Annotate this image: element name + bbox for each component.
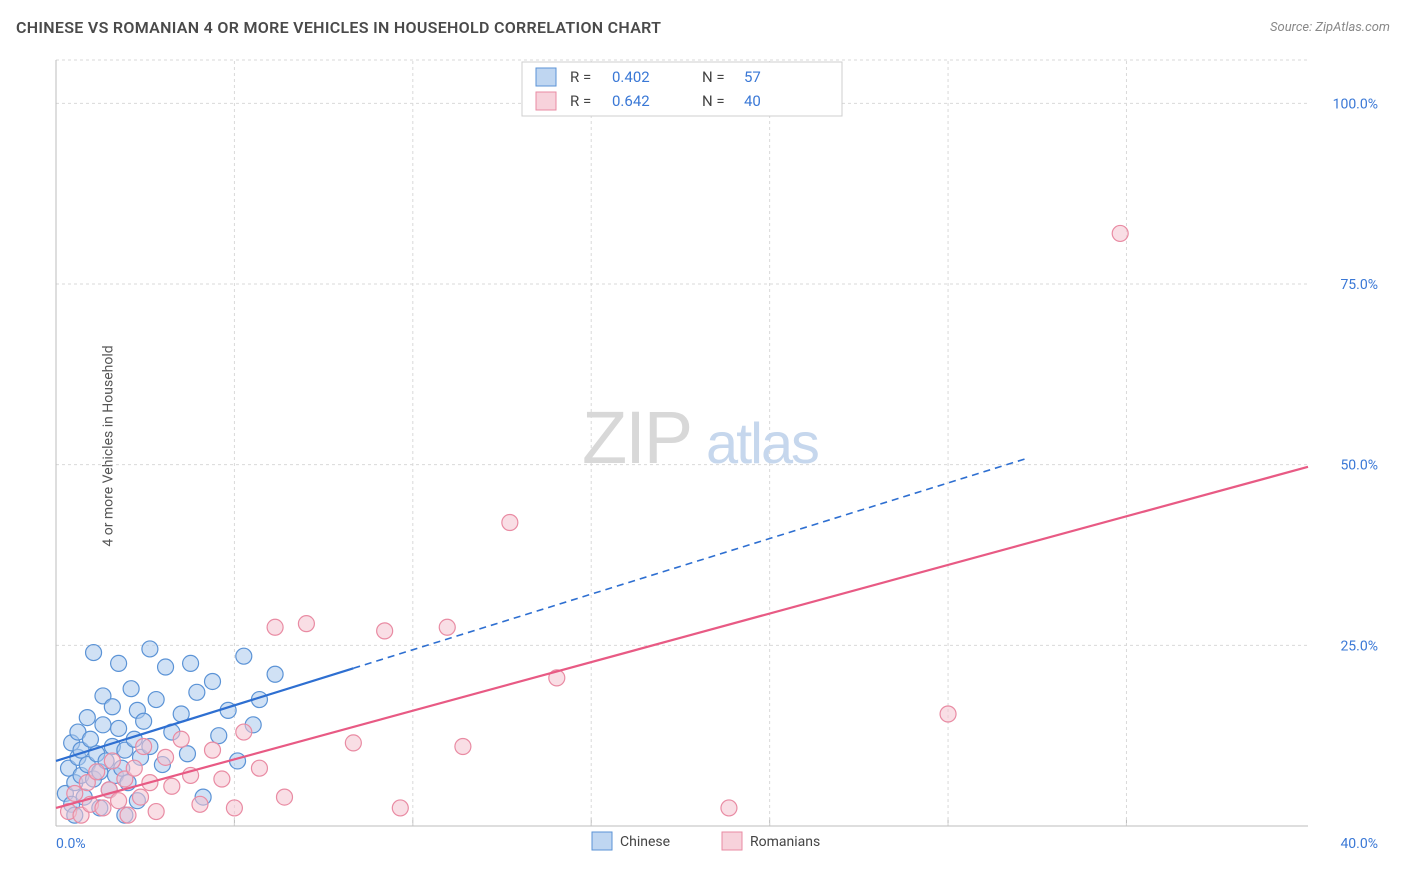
watermark-zip: ZIP [582,396,691,479]
y-tick-label: 75.0% [1340,277,1378,293]
y-tick-label: 25.0% [1340,638,1378,654]
legend-n-label: N = [702,68,725,86]
legend-r-label: R = [570,68,591,86]
legend-swatch [722,832,742,850]
chart-title: CHINESE VS ROMANIAN 4 OR MORE VEHICLES I… [16,18,661,37]
legend-r-value: 0.642 [612,92,650,110]
y-tick-label: 100.0% [1333,96,1378,112]
legend-series-label: Romanians [750,834,820,850]
legend-r-value: 0.402 [612,68,650,86]
legend-n-value: 40 [744,92,761,110]
legend-swatch [536,92,556,110]
source-attribution: Source: ZipAtlas.com [1270,20,1390,35]
legend-swatch [536,68,556,86]
chart-container: ZIPatlas 25.0% 50.0% 75.0% 100.0% 0.0% 40.0% R … [50,54,1388,864]
y-tick-label: 50.0% [1340,458,1378,474]
legend-swatch [592,832,612,850]
scatter-chart: ZIPatlas 25.0% 50.0% 75.0% 100.0% 0.0% 40.0% R … [50,54,1388,864]
legend-r-label: R = [570,92,591,110]
watermark-atlas: atlas [706,412,818,476]
x-tick-label: 0.0% [56,836,86,852]
regression-line-romanians-solid [56,467,1308,808]
x-tick-label: 40.0% [1340,836,1378,852]
legend-n-value: 57 [744,68,761,86]
legend-n-label: N = [702,92,725,110]
legend-series-label: Chinese [620,834,670,850]
regression-line-chinese-dash [353,459,1026,669]
